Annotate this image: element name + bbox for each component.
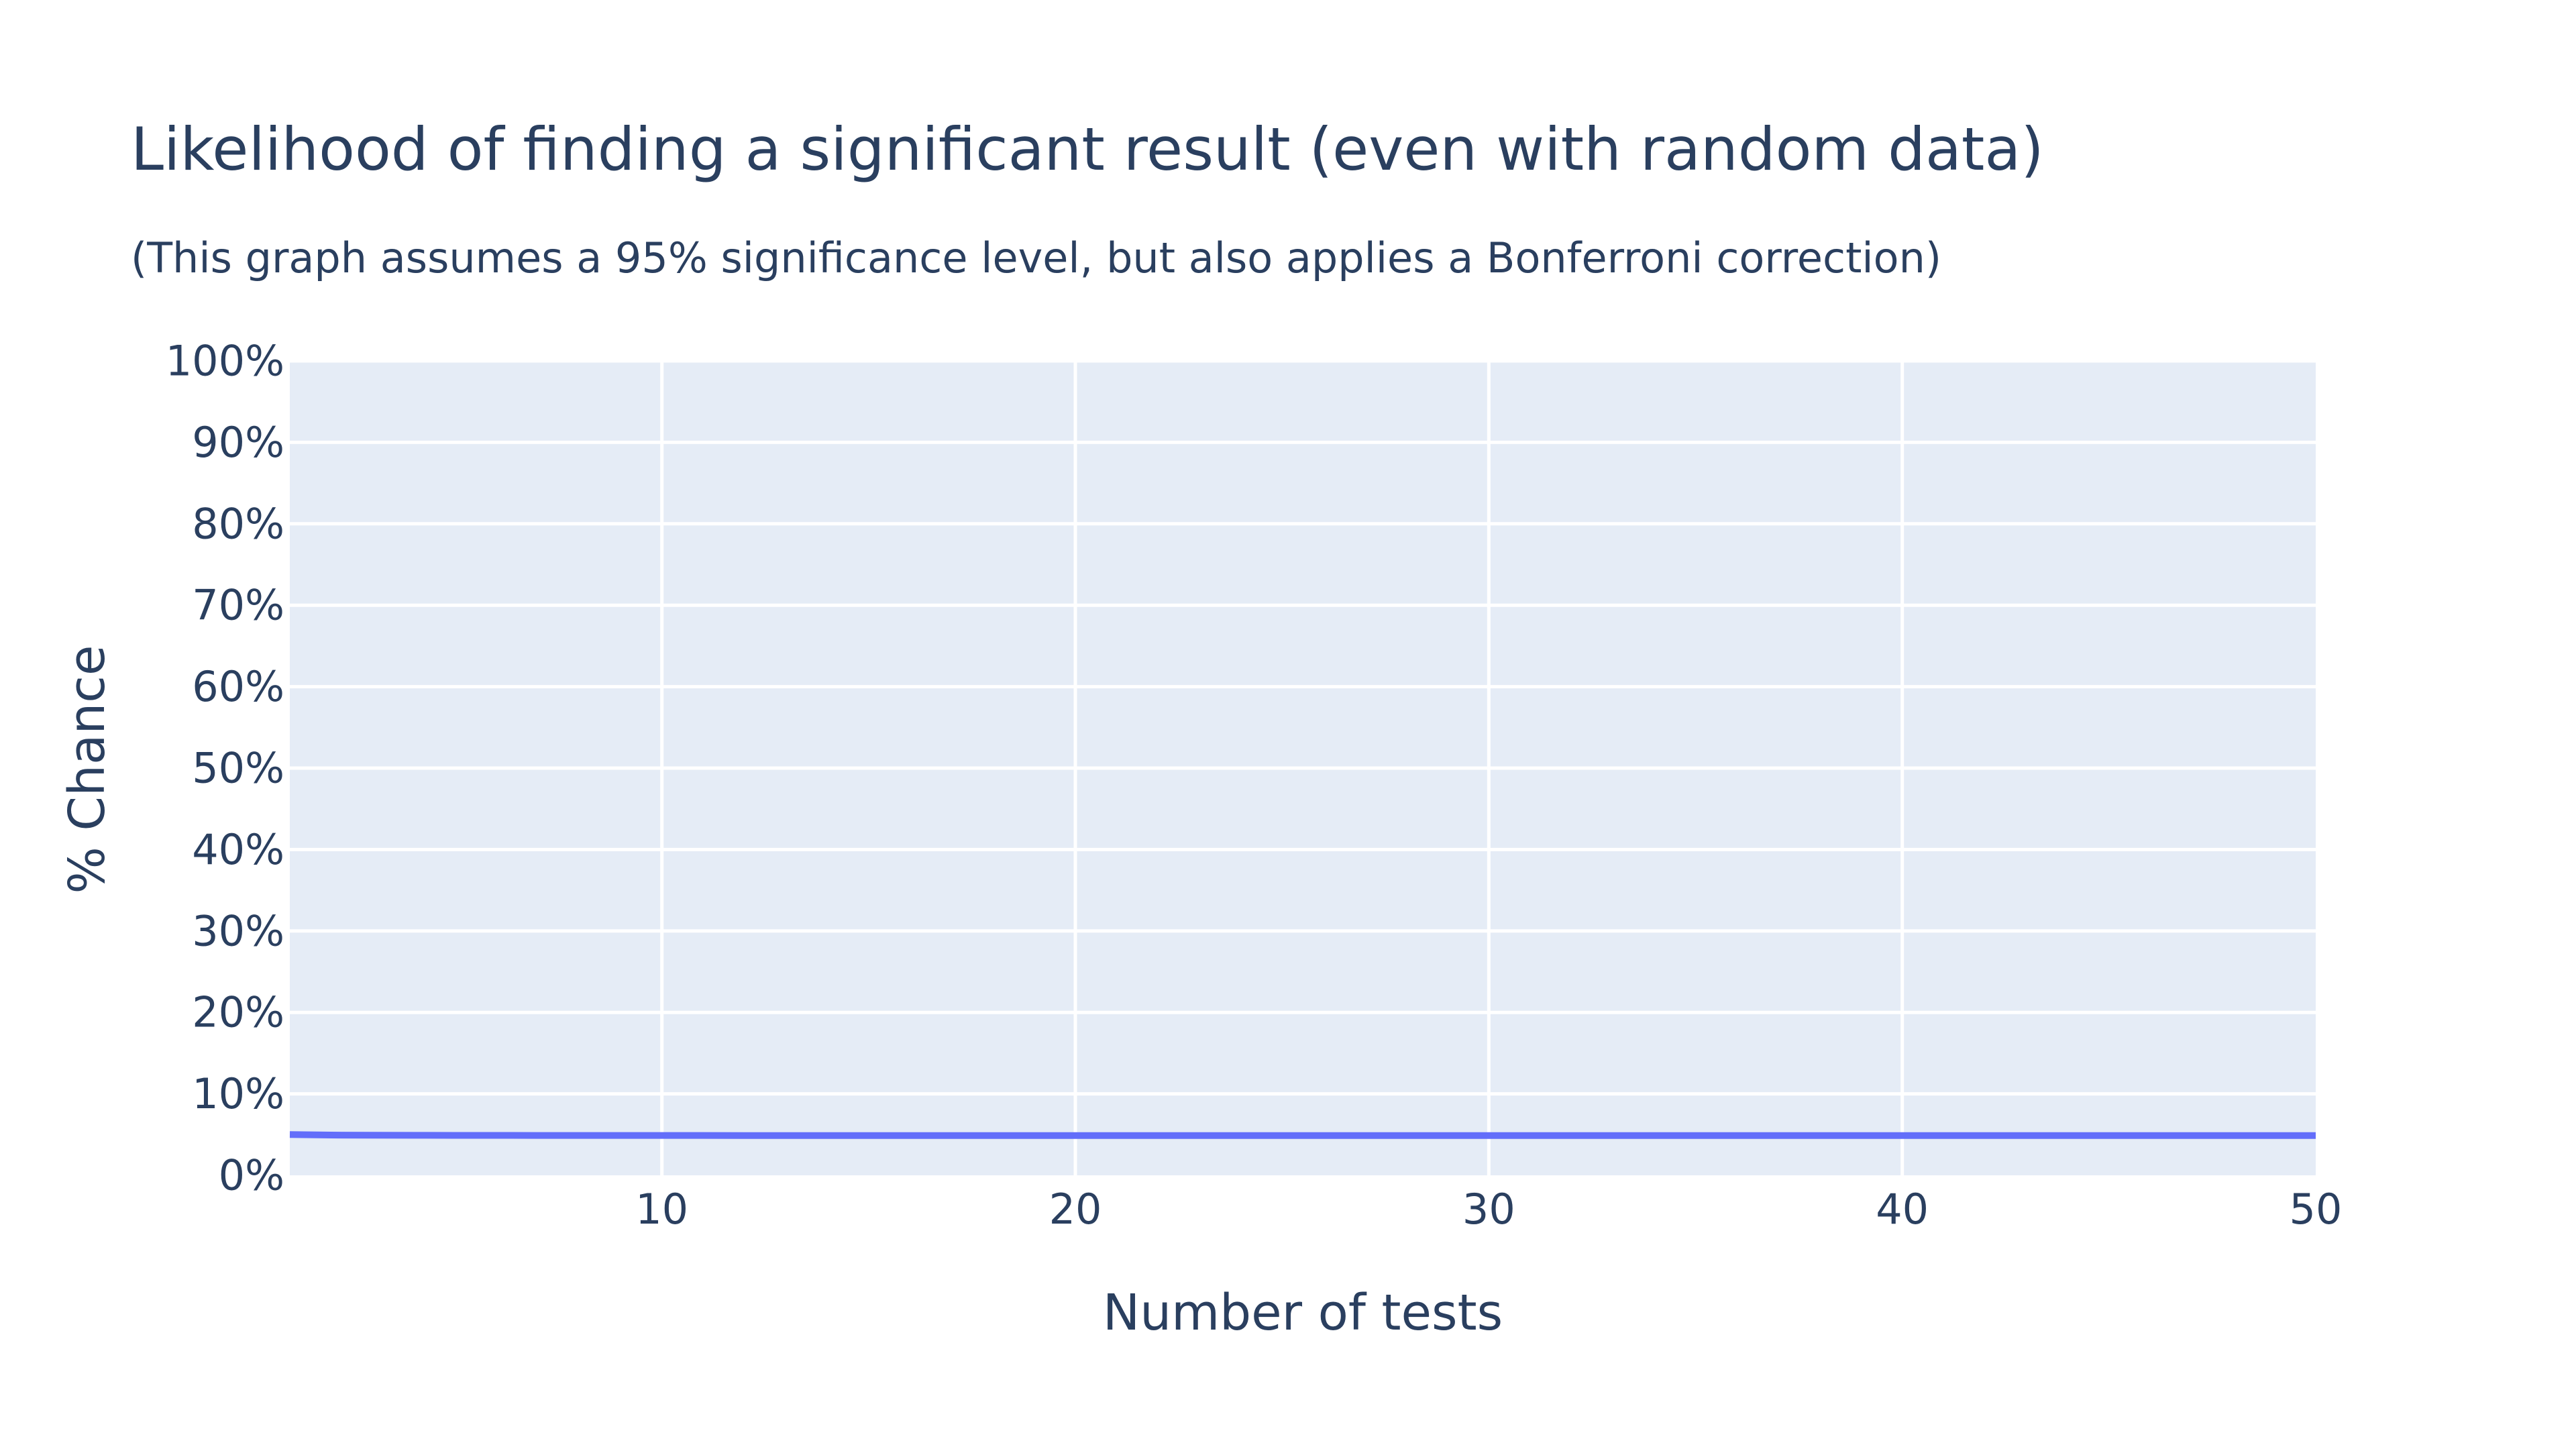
x-axis-title: Number of tests bbox=[1103, 1284, 1503, 1342]
y-tick-labels: 0% 10% 20% 30% 40% 50% 60% 70% 80% 90% 100% bbox=[166, 337, 284, 1200]
series-line bbox=[289, 1131, 2316, 1139]
chart-title: Likelihood of finding a significant resu… bbox=[131, 115, 2044, 184]
y-tick-label: 60% bbox=[192, 662, 284, 711]
y-tick-label: 0% bbox=[219, 1151, 284, 1200]
y-axis-title: % Chance bbox=[58, 645, 116, 894]
x-tick-label: 20 bbox=[1049, 1185, 1102, 1234]
y-tick-label: 80% bbox=[192, 499, 284, 548]
y-tick-label: 50% bbox=[192, 744, 284, 793]
y-tick-label: 90% bbox=[192, 418, 284, 467]
x-tick-labels: 10 20 30 40 50 bbox=[635, 1185, 2342, 1234]
series-layer bbox=[289, 1131, 2316, 1139]
y-tick-label: 30% bbox=[192, 906, 284, 955]
x-tick-label: 50 bbox=[2290, 1185, 2343, 1234]
x-tick-label: 40 bbox=[1876, 1185, 1929, 1234]
y-tick-label: 20% bbox=[192, 988, 284, 1037]
x-tick-label: 30 bbox=[1462, 1185, 1515, 1234]
gridlines bbox=[290, 359, 2316, 1175]
y-tick-label: 40% bbox=[192, 825, 284, 874]
x-tick-label: 10 bbox=[635, 1185, 688, 1234]
y-tick-label: 100% bbox=[166, 337, 284, 386]
y-tick-label: 10% bbox=[192, 1069, 284, 1118]
y-tick-label: 70% bbox=[192, 581, 284, 630]
chart-subtitle: (This graph assumes a 95% significance l… bbox=[131, 233, 1942, 282]
